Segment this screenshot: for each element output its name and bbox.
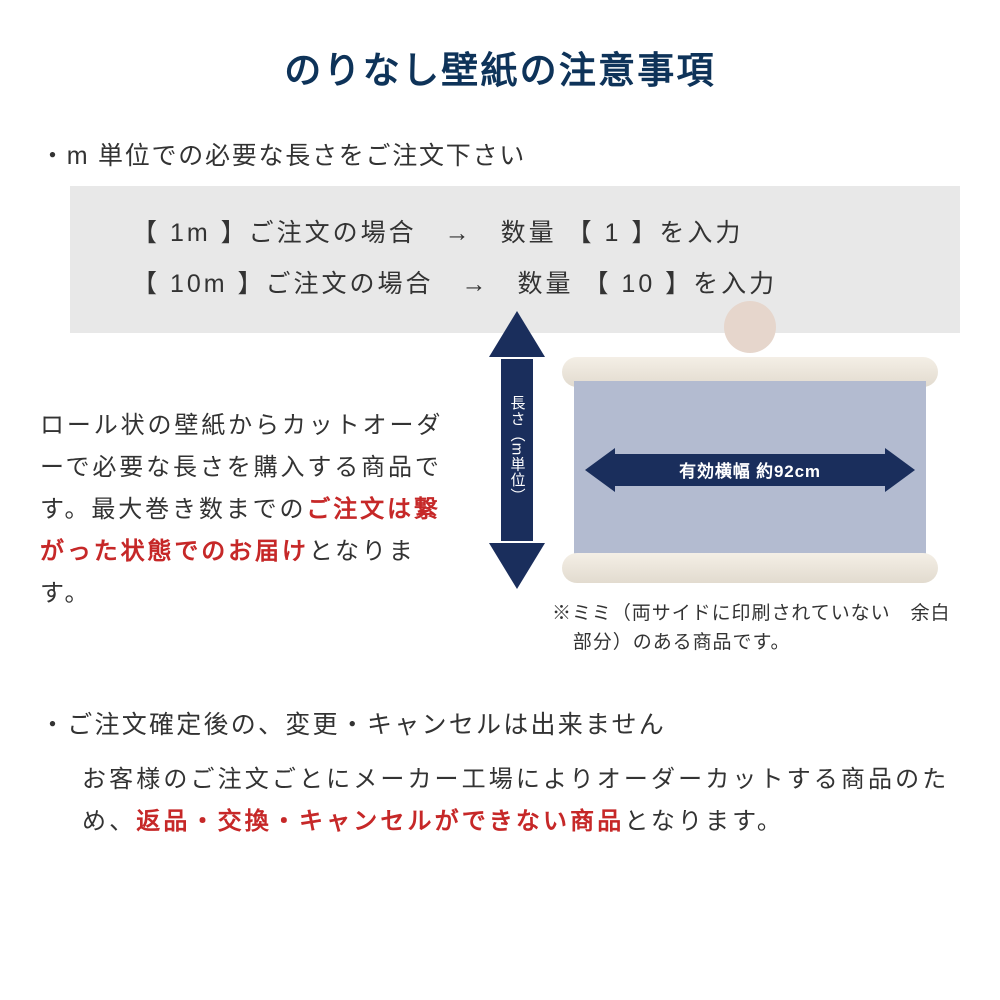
width-arrow-horizontal: 有効横幅 約92cm [585, 449, 916, 491]
length-arrow-label: 長さ（m単位） [507, 395, 528, 504]
mimi-footnote: ※ミミ（両サイドに印刷されていない 余白部分）のある商品です。 [509, 599, 960, 658]
person-head-shape [724, 301, 776, 353]
wallpaper-diagram: 長さ（m単位） 有効横幅 約92cm ※ミミ（両サイドに印刷されていない 余白部… [488, 311, 960, 658]
section2-bullet: ・ご注文確定後の、変更・キャンセルは出来ません [40, 705, 960, 741]
roll-description-section: ロール状の壁紙からカットオーダーで必要な長さを購入する商品です。最大巻き数までの… [40, 367, 960, 658]
width-arrow-label: 有効横幅 約92cm [615, 454, 886, 486]
wallpaper-sheet: 有効横幅 約92cm [574, 381, 926, 559]
example-line-2: 【 10m 】ご注文の場合 → 数量 【 10 】を入力 [132, 259, 898, 310]
page-title: のりなし壁紙の注意事項 [40, 40, 960, 94]
section2-text: お客様のご注文ごとにメーカー工場によりオーダーカットする商品のため、返品・交換・… [40, 759, 960, 843]
wallpaper-roll-illustration: 有効横幅 約92cm [552, 311, 948, 589]
section1-bullet: ・m 単位での必要な長さをご注文下さい [40, 136, 960, 172]
roll-bottom [562, 553, 938, 583]
length-arrow-vertical: 長さ（m単位） [488, 311, 546, 589]
roll-description-text: ロール状の壁紙からカットオーダーで必要な長さを購入する商品です。最大巻き数までの… [40, 367, 466, 615]
example-line-1: 【 1m 】ご注文の場合 → 数量 【 1 】を入力 [132, 208, 898, 259]
cancel-text-highlight: 返品・交換・キャンセルができない商品 [136, 808, 624, 835]
cancel-text-post: となります。 [624, 808, 784, 835]
